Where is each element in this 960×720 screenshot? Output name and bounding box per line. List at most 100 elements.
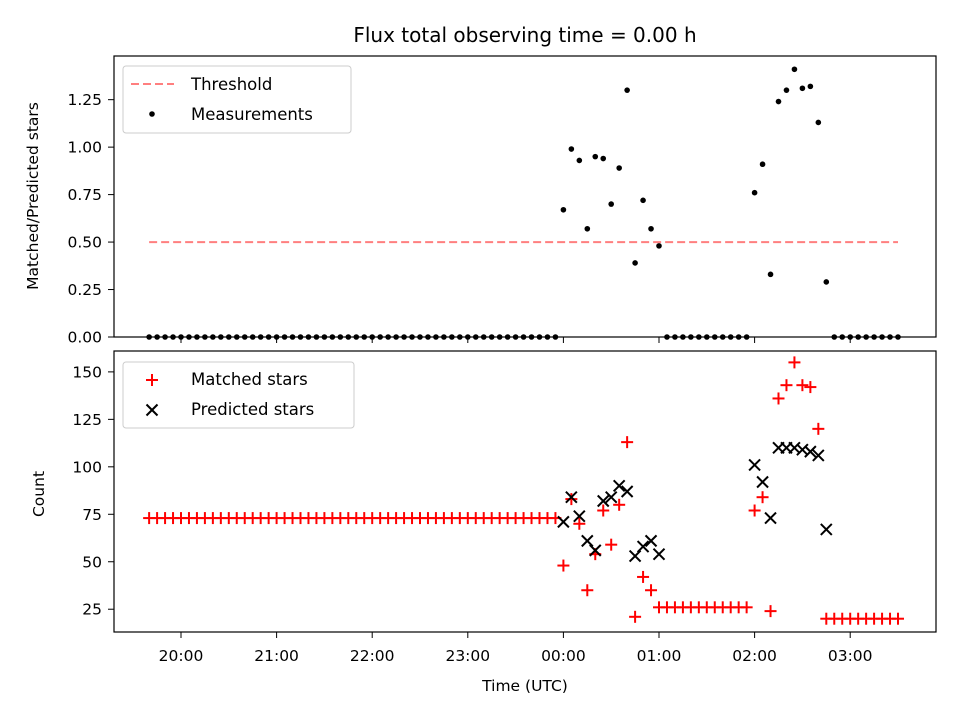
legend-predicted-swatch — [145, 403, 159, 417]
predicted-star-point — [589, 544, 602, 557]
bottom-y-tick-label: 150 — [72, 363, 102, 381]
predicted-star-point — [820, 523, 833, 536]
measurement-point — [791, 66, 798, 73]
measurement-point — [608, 201, 614, 207]
matched-star-point — [796, 379, 809, 392]
legend-predicted-label: Predicted stars — [191, 400, 314, 419]
top-y-tick-label: 0.50 — [67, 234, 102, 252]
top-panel: Flux total observing time = 0.00 h 0.000… — [24, 23, 937, 347]
x-tick-label: 01:00 — [637, 647, 682, 665]
bottom-y-tick-label: 25 — [82, 601, 102, 619]
predicted-star-point — [804, 445, 817, 458]
measurement-point — [584, 225, 591, 232]
matched-star-point — [629, 610, 642, 623]
predicted-star-point — [581, 534, 594, 548]
x-tick-label: 03:00 — [828, 647, 873, 665]
measurement-point — [799, 85, 806, 92]
measurement-point — [632, 260, 638, 266]
measurement-point — [783, 87, 790, 93]
matched-star-point — [557, 559, 570, 572]
measurement-point — [640, 197, 646, 204]
measurement-point — [656, 243, 662, 249]
measurement-point — [616, 165, 622, 171]
legend-x-marker — [145, 403, 159, 417]
matched-star-point — [892, 612, 904, 625]
measurement-point — [767, 271, 774, 278]
measurement-point — [560, 206, 567, 213]
legend-plus-marker — [146, 374, 158, 386]
bottom-legend: Matched stars Predicted stars — [122, 361, 355, 429]
legend-matched-swatch — [146, 374, 158, 386]
predicted-star-point — [604, 490, 618, 504]
matched-star-point — [812, 422, 825, 435]
top-y-tick-label: 0.75 — [67, 186, 102, 204]
legend-measurement-label: Measurements — [191, 105, 313, 124]
matched-star-point — [597, 504, 610, 517]
predicted-star-point — [748, 458, 761, 472]
predicted-star-point — [788, 441, 801, 455]
legend-measurement-swatch — [149, 111, 155, 117]
measurement-point — [759, 161, 766, 168]
matched-star-point — [804, 381, 817, 394]
x-tick-label: 20:00 — [159, 647, 204, 665]
top-y-tick-label: 0.25 — [67, 281, 102, 299]
matched-star-point — [581, 584, 594, 597]
top-y-axis-title: Matched/Predicted stars — [24, 102, 42, 290]
legend-threshold-label: Threshold — [190, 75, 272, 94]
predicted-star-point — [628, 549, 642, 563]
matched-star-point — [645, 584, 658, 597]
matched-star-point — [756, 491, 769, 504]
x-tick-label: 00:00 — [541, 647, 586, 665]
bottom-panel: 25 50 75 100 125 150 20:00 21:00 22:00 23:00 00:0… — [30, 350, 937, 695]
predicted-star-point — [652, 547, 666, 561]
bottom-y-tick-label: 50 — [82, 553, 102, 571]
measurement-point — [600, 155, 607, 162]
predicted-star-point — [764, 511, 777, 525]
predicted-star-point — [620, 485, 634, 498]
bottom-x-ticks: 20:00 21:00 22:00 23:00 00:00 01:00 02:00 03:00 — [159, 632, 873, 665]
matched-stars-points — [143, 356, 904, 625]
x-tick-label: 02:00 — [732, 647, 777, 665]
measurement-point — [576, 157, 583, 164]
predicted-star-point — [644, 534, 658, 548]
top-y-tick-label: 1.25 — [67, 91, 102, 109]
matched-star-point — [748, 504, 761, 517]
bottom-y-tick-label: 75 — [82, 506, 102, 524]
bottom-y-axis-title: Count — [30, 471, 48, 517]
matched-star-point — [772, 392, 785, 405]
bottom-y-tick-label: 125 — [72, 411, 102, 429]
measurement-point — [751, 189, 758, 196]
x-axis-title: Time (UTC) — [481, 677, 568, 695]
matched-star-point — [764, 605, 777, 618]
matched-star-point — [637, 570, 650, 583]
x-tick-label: 23:00 — [445, 647, 490, 665]
top-y-tick-label: 1.00 — [67, 139, 102, 157]
predicted-star-point — [796, 443, 809, 456]
matched-star-point — [740, 601, 753, 614]
predicted-star-point — [565, 490, 578, 504]
measurement-point — [823, 279, 830, 285]
matched-star-point — [780, 379, 793, 392]
matched-star-point — [573, 517, 586, 530]
predicted-star-point — [812, 449, 825, 462]
measurement-point — [592, 153, 599, 160]
measurement-point — [568, 146, 575, 152]
measurement-point — [624, 87, 630, 93]
x-tick-label: 21:00 — [254, 647, 299, 665]
legend-matched-label: Matched stars — [191, 370, 308, 389]
x-tick-label: 22:00 — [350, 647, 395, 665]
bottom-legend-box — [122, 361, 355, 429]
matched-star-point — [605, 538, 618, 551]
top-y-ticks: 0.00 0.25 0.50 0.75 1.00 1.25 — [67, 91, 114, 347]
predicted-star-point — [636, 540, 650, 553]
top-legend: Threshold Measurements — [122, 65, 352, 134]
matched-star-point — [565, 493, 578, 506]
bottom-plot-frame — [113, 350, 937, 633]
predicted-star-point — [597, 494, 610, 508]
top-y-tick-label: 0.00 — [67, 329, 102, 347]
matched-star-point — [613, 498, 626, 511]
matched-star-point — [788, 356, 801, 369]
predicted-star-point — [573, 509, 586, 523]
measurement-point — [815, 119, 822, 126]
